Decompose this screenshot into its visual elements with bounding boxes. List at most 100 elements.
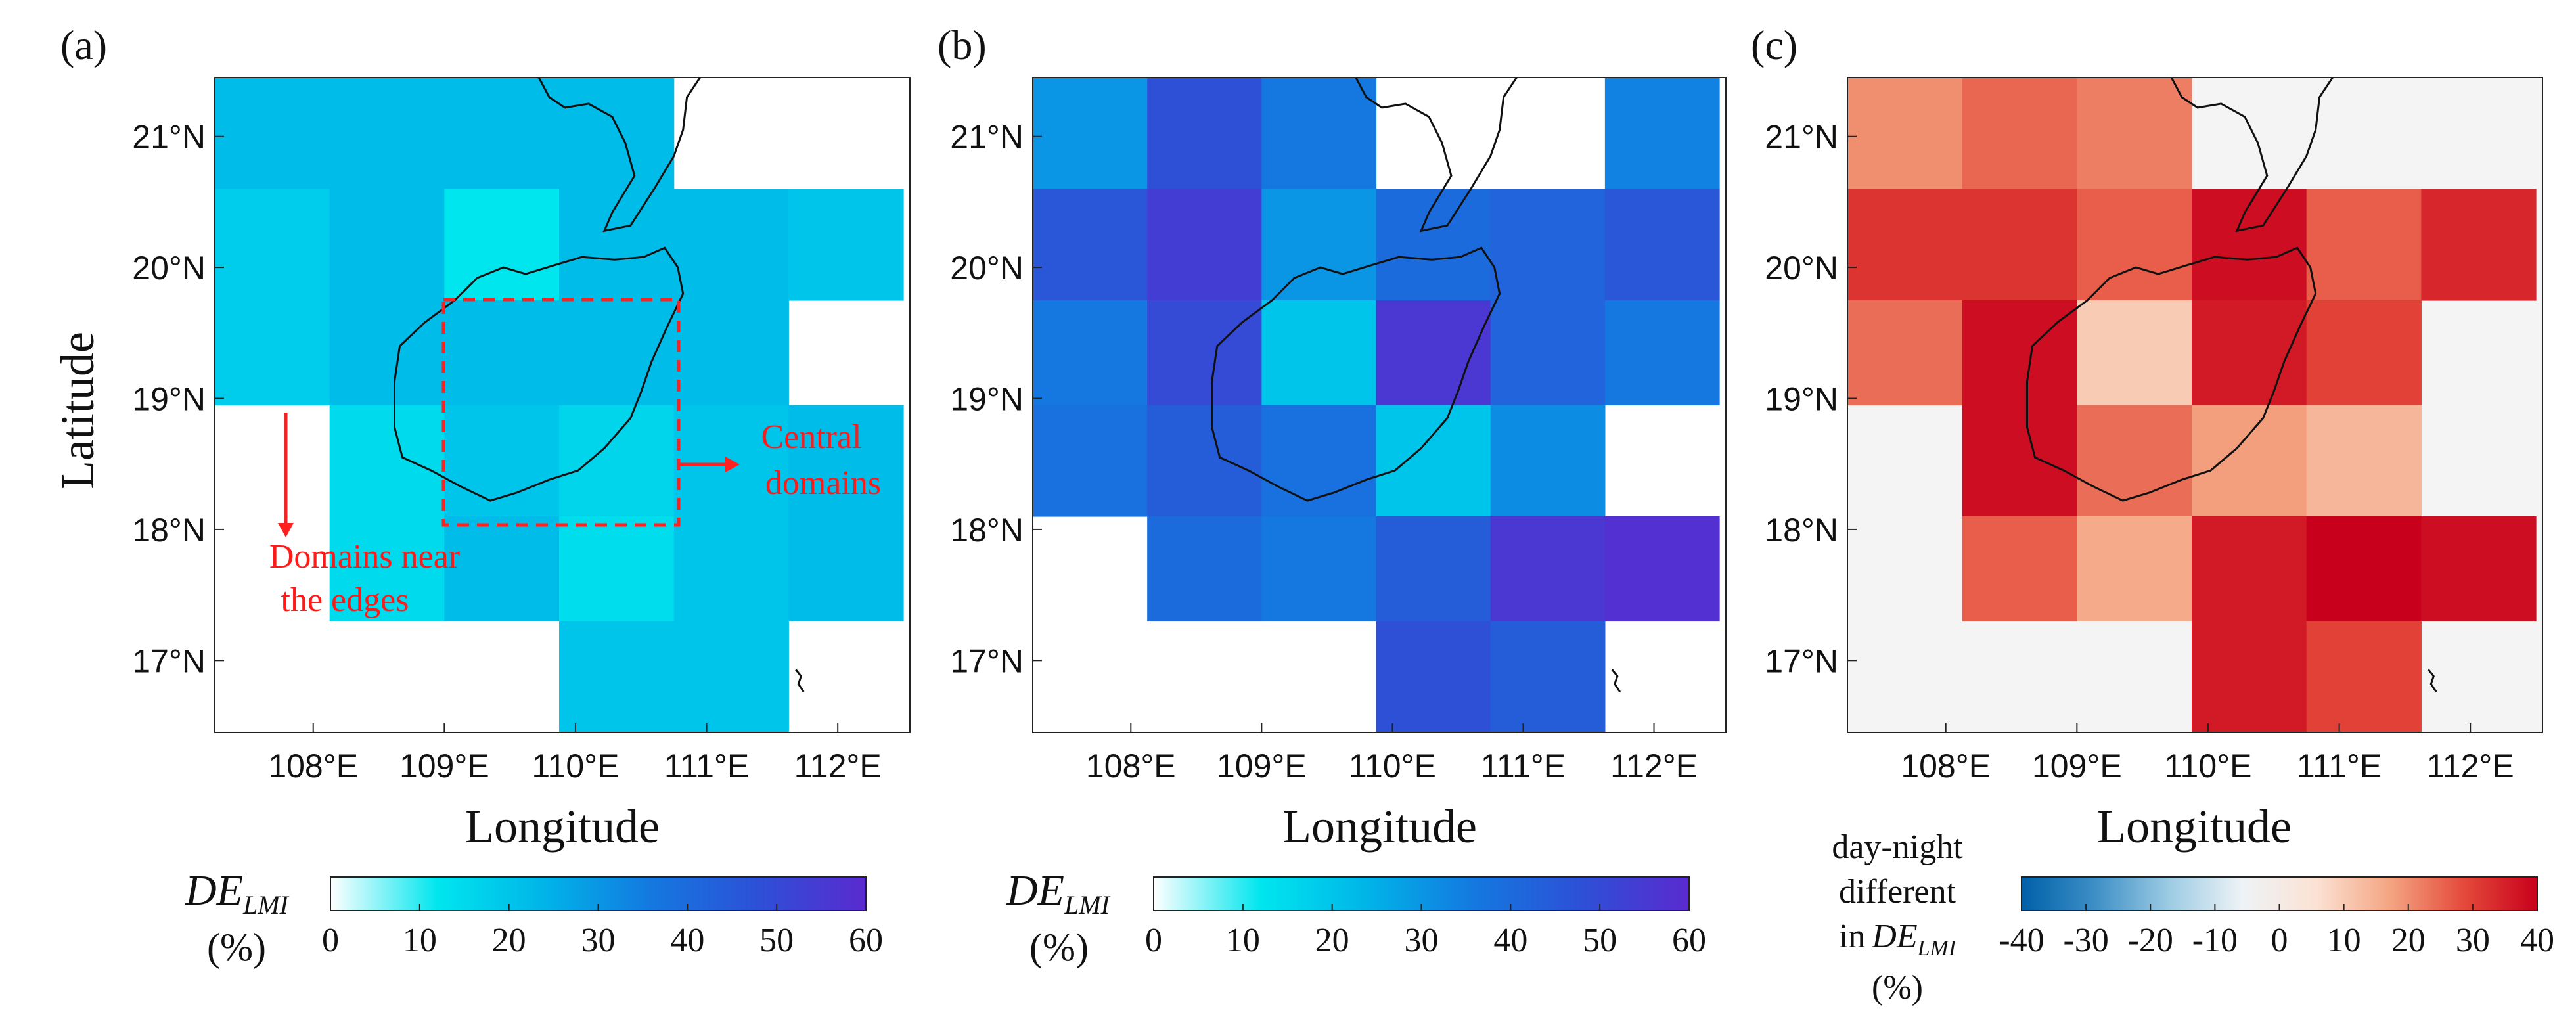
colorbar-tick-label: -30 bbox=[2063, 922, 2108, 959]
colorbar-tick-label: 50 bbox=[1583, 922, 1617, 959]
heatmap-cell bbox=[2077, 189, 2192, 301]
x-tick-label: 110°E bbox=[1349, 748, 1436, 784]
x-tick-label: 108°E bbox=[1901, 748, 1991, 784]
y-axis-ticks: 17°N 18°N 19°N 20°N 21°N bbox=[950, 119, 1042, 679]
colorbar-title-line-3: in DELMI bbox=[1839, 918, 1957, 960]
central-arrow-head bbox=[725, 457, 740, 472]
heatmap-cell bbox=[215, 189, 330, 301]
heatmap-cell bbox=[1261, 78, 1377, 190]
colorbar-tick-label: 40 bbox=[670, 922, 704, 959]
colorbar-tick-label: 10 bbox=[403, 922, 437, 959]
heatmap-cell bbox=[1376, 621, 1491, 732]
heatmap-cell bbox=[1033, 300, 1148, 406]
coastline bbox=[1211, 78, 1621, 693]
islet-outline bbox=[2428, 669, 2437, 693]
colorbar-title-sub: LMI bbox=[242, 890, 290, 920]
heatmap-cell bbox=[559, 189, 675, 301]
central-domains-box bbox=[441, 298, 681, 527]
heatmap-cell bbox=[444, 405, 560, 517]
x-tick-label: 109°E bbox=[1217, 748, 1307, 784]
y-tick-label: 18°N bbox=[950, 512, 1024, 549]
colorbar: -40 -30 -20 -10 0 10 20 30 40 day-night differen… bbox=[1832, 828, 2554, 1006]
colorbar: 0 10 20 30 40 50 60 DELMI (%) bbox=[1006, 867, 1706, 969]
heatmap-cell bbox=[1376, 405, 1491, 517]
heatmap-cell bbox=[444, 78, 560, 190]
colorbar-tick-label: 50 bbox=[759, 922, 794, 959]
heatmap-cell bbox=[1962, 516, 2077, 622]
colorbar-unit: (%) bbox=[1872, 969, 1923, 1006]
x-tick-label: 110°E bbox=[2164, 748, 2251, 784]
heatmap-cell bbox=[1033, 78, 1148, 190]
mainland-coast bbox=[537, 78, 701, 233]
heatmap-cell bbox=[1376, 516, 1491, 622]
heatmap-cell bbox=[673, 516, 789, 622]
panel-label: (a) bbox=[60, 22, 107, 68]
colorbar-tick-label: 10 bbox=[2327, 922, 2361, 959]
edge-arrow-head bbox=[278, 523, 294, 537]
x-axis-ticks: 108°E 109°E 110°E 111°E 112°E bbox=[1086, 723, 1698, 784]
plot-frame bbox=[1032, 77, 1727, 733]
colorbar-tick-label: 20 bbox=[1315, 922, 1349, 959]
colorbar-title-line-2: different bbox=[1839, 873, 1956, 911]
mainland-coast bbox=[2170, 78, 2334, 233]
heatmap-cell bbox=[1604, 78, 1720, 190]
heatmap-cell bbox=[1261, 516, 1377, 622]
heatmap-cells bbox=[1847, 78, 2542, 732]
heatmap-cell bbox=[1490, 300, 1606, 406]
heatmap-cell bbox=[1847, 78, 1963, 190]
x-axis-ticks: 108°E 109°E 110°E 111°E 112°E bbox=[1901, 723, 2514, 784]
heatmap-cell bbox=[2306, 300, 2422, 406]
y-tick-label: 20°N bbox=[1765, 250, 1838, 286]
heatmap-cell bbox=[329, 300, 445, 406]
heatmap-cell bbox=[1147, 78, 1262, 190]
heatmap-cell bbox=[1261, 405, 1377, 517]
hainan-island-outline bbox=[2026, 246, 2317, 502]
colorbar-tick-label: 20 bbox=[2391, 922, 2426, 959]
colorbar-unit: (%) bbox=[207, 926, 266, 969]
heatmap-cell bbox=[559, 516, 675, 622]
panel-label: (c) bbox=[1751, 22, 1797, 68]
heatmap-cell bbox=[2192, 300, 2307, 406]
x-axis-label: Longitude bbox=[2097, 800, 2292, 853]
heatmap-cell bbox=[1962, 78, 2077, 190]
heatmap-cell bbox=[1847, 300, 1963, 406]
colorbar-tick-label: -20 bbox=[2128, 922, 2173, 959]
panel-label: (b) bbox=[938, 22, 987, 68]
heatmap-cell bbox=[1147, 189, 1262, 301]
colorbar-title-main: DE bbox=[1006, 867, 1064, 914]
heatmap-cell bbox=[2077, 405, 2192, 517]
heatmap-cell bbox=[788, 405, 904, 517]
mainland-coast bbox=[1355, 78, 1518, 233]
heatmap-cell bbox=[559, 405, 675, 517]
y-tick-label: 21°N bbox=[950, 119, 1024, 156]
y-tick-label: 17°N bbox=[132, 642, 206, 679]
heatmap-cell bbox=[2077, 516, 2192, 622]
panel-c: 108°E 109°E 110°E 111°E 112°E 17°N 18°N 19°N 20… bbox=[1751, 22, 2554, 1006]
heatmap-cell bbox=[1604, 516, 1720, 622]
panel-a: 108°E 109°E 110°E 111°E 112°E 17°N 18°N 19°N 20… bbox=[51, 22, 911, 969]
colorbar-tick-label: 10 bbox=[1226, 922, 1260, 959]
colorbar: 0 10 20 30 40 50 60 DELMI (%) bbox=[185, 867, 883, 969]
heatmap-cell bbox=[673, 300, 789, 406]
heatmap-cell bbox=[2306, 405, 2422, 517]
colorbar-tick-label: 30 bbox=[1405, 922, 1439, 959]
heatmap-cell bbox=[1376, 189, 1491, 301]
heatmap-cell bbox=[2192, 621, 2307, 732]
colorbar-tick-label: 60 bbox=[849, 922, 883, 959]
colorbar-title-in: in bbox=[1839, 918, 1865, 955]
colorbar-title-main: DE bbox=[185, 867, 243, 914]
heatmap-cell bbox=[559, 300, 675, 406]
heatmap-cell bbox=[788, 189, 904, 301]
heatmap-cell bbox=[1490, 405, 1606, 517]
y-tick-label: 19°N bbox=[132, 381, 206, 418]
y-axis-ticks: 17°N 18°N 19°N 20°N 21°N bbox=[1765, 119, 1857, 679]
heatmap-cell bbox=[1847, 189, 1963, 301]
x-tick-label: 112°E bbox=[2427, 748, 2514, 784]
colorbar-title-sub: LMI bbox=[1917, 936, 1957, 960]
coastline bbox=[2026, 78, 2437, 693]
x-tick-label: 111°E bbox=[664, 748, 749, 784]
heatmap-cell bbox=[673, 189, 789, 301]
colorbar-tick-label: 0 bbox=[322, 922, 339, 959]
heatmap-cell bbox=[2192, 189, 2307, 301]
hainan-island-outline bbox=[394, 246, 685, 502]
